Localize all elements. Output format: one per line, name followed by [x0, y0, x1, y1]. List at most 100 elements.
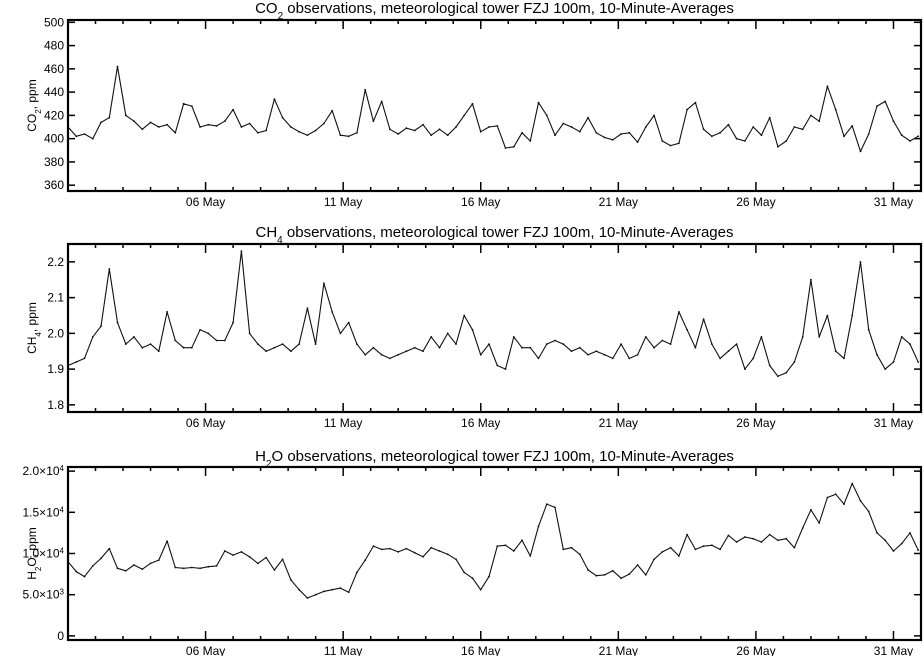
- data-point: [818, 522, 821, 524]
- data-point: [397, 551, 400, 553]
- data-point: [909, 343, 911, 345]
- x-tick-label: 31 May: [874, 416, 913, 430]
- chart-title-part: H: [255, 448, 266, 465]
- data-point: [727, 534, 730, 537]
- data-point: [851, 125, 854, 127]
- data-point: [537, 357, 540, 360]
- data-point: [149, 121, 152, 124]
- data-point: [446, 134, 449, 137]
- data-point: [413, 346, 416, 349]
- data-point: [166, 123, 169, 126]
- data-point: [157, 126, 160, 128]
- data-point: [257, 131, 259, 134]
- data-point: [75, 135, 78, 138]
- data-point: [719, 548, 721, 551]
- data-point: [166, 540, 169, 542]
- data-point: [380, 353, 383, 356]
- data-point: [760, 134, 763, 137]
- data-point: [356, 131, 358, 134]
- chart-title-part: observations, meteorological tower FZJ 1…: [283, 224, 734, 241]
- x-tick-label: 06 May: [186, 195, 225, 209]
- data-point: [223, 550, 226, 552]
- y-tick-label-part: 4: [60, 546, 65, 555]
- data-point: [793, 361, 796, 363]
- data-point: [91, 565, 94, 567]
- data-point: [644, 336, 647, 338]
- data-point: [818, 120, 821, 123]
- data-point: [917, 549, 920, 552]
- x-tick-label: 11 May: [324, 195, 362, 209]
- data-point: [884, 368, 887, 370]
- y-tick-label-part: 4: [60, 464, 65, 473]
- y-axis-label-part: , ppm: [25, 79, 39, 109]
- data-point: [760, 336, 763, 338]
- data-point: [686, 328, 688, 331]
- data-point: [133, 120, 135, 123]
- data-point: [389, 128, 391, 131]
- data-point: [174, 339, 177, 342]
- y-axis-label-part: CH: [25, 337, 39, 354]
- data-point: [438, 550, 441, 552]
- y-tick-label: 460: [44, 62, 64, 76]
- data-point: [678, 555, 680, 557]
- data-point: [455, 558, 457, 561]
- data-point: [232, 321, 235, 324]
- data-point: [826, 85, 829, 88]
- data-point: [537, 101, 540, 104]
- x-tick-label: 21 May: [599, 416, 638, 430]
- y-tick-label: 2.1: [47, 291, 64, 305]
- y-tick-label: 2.2: [47, 255, 64, 269]
- data-point: [298, 588, 300, 591]
- data-point: [323, 122, 325, 125]
- chart-title-part: CH: [256, 224, 278, 241]
- data-point: [141, 346, 144, 349]
- data-point: [801, 128, 804, 131]
- y-tick-label-part: 2.0×10: [23, 464, 60, 478]
- data-point: [190, 346, 193, 349]
- data-point: [405, 547, 408, 550]
- data-point: [323, 282, 325, 285]
- data-point: [669, 546, 672, 549]
- y-tick-label: 1.5×104: [23, 505, 65, 520]
- y-axis-label-part: , ppm: [25, 302, 39, 332]
- y-tick-label: 500: [44, 15, 64, 29]
- data-point: [859, 150, 862, 153]
- data-point: [711, 343, 713, 345]
- data-point: [653, 558, 655, 561]
- data-point: [446, 332, 449, 335]
- data-point: [207, 332, 210, 335]
- y-tick-label: 1.0×104: [23, 546, 65, 561]
- data-point: [900, 134, 903, 137]
- data-point: [909, 532, 911, 534]
- data-point: [83, 133, 86, 135]
- data-point: [892, 550, 895, 552]
- x-tick-label: 31 May: [874, 195, 913, 209]
- data-point: [554, 506, 556, 509]
- y-tick-label: 0: [57, 629, 64, 643]
- data-point: [438, 128, 441, 131]
- y-tick-label-part: 1.5×10: [23, 505, 60, 519]
- data-point: [777, 375, 779, 378]
- y-tick-label: 440: [44, 85, 64, 99]
- data-point: [380, 100, 383, 103]
- data-point: [306, 307, 309, 310]
- data-point: [141, 128, 144, 131]
- data-point: [719, 357, 721, 360]
- data-point: [215, 339, 218, 342]
- data-point: [603, 574, 606, 576]
- y-tick-label: 2.0: [47, 326, 64, 340]
- data-point: [702, 318, 705, 320]
- chart-title-part: 4: [277, 235, 283, 246]
- x-tick-label: 11 May: [324, 644, 362, 656]
- data-point: [826, 314, 829, 317]
- data-point: [91, 336, 94, 338]
- data-point: [281, 343, 284, 345]
- data-point: [199, 567, 202, 570]
- data-point: [744, 140, 746, 142]
- data-point: [471, 102, 474, 105]
- data-point: [661, 339, 664, 342]
- data-point: [909, 140, 911, 142]
- data-point: [892, 120, 895, 123]
- data-point: [719, 131, 721, 134]
- data-point: [644, 126, 647, 128]
